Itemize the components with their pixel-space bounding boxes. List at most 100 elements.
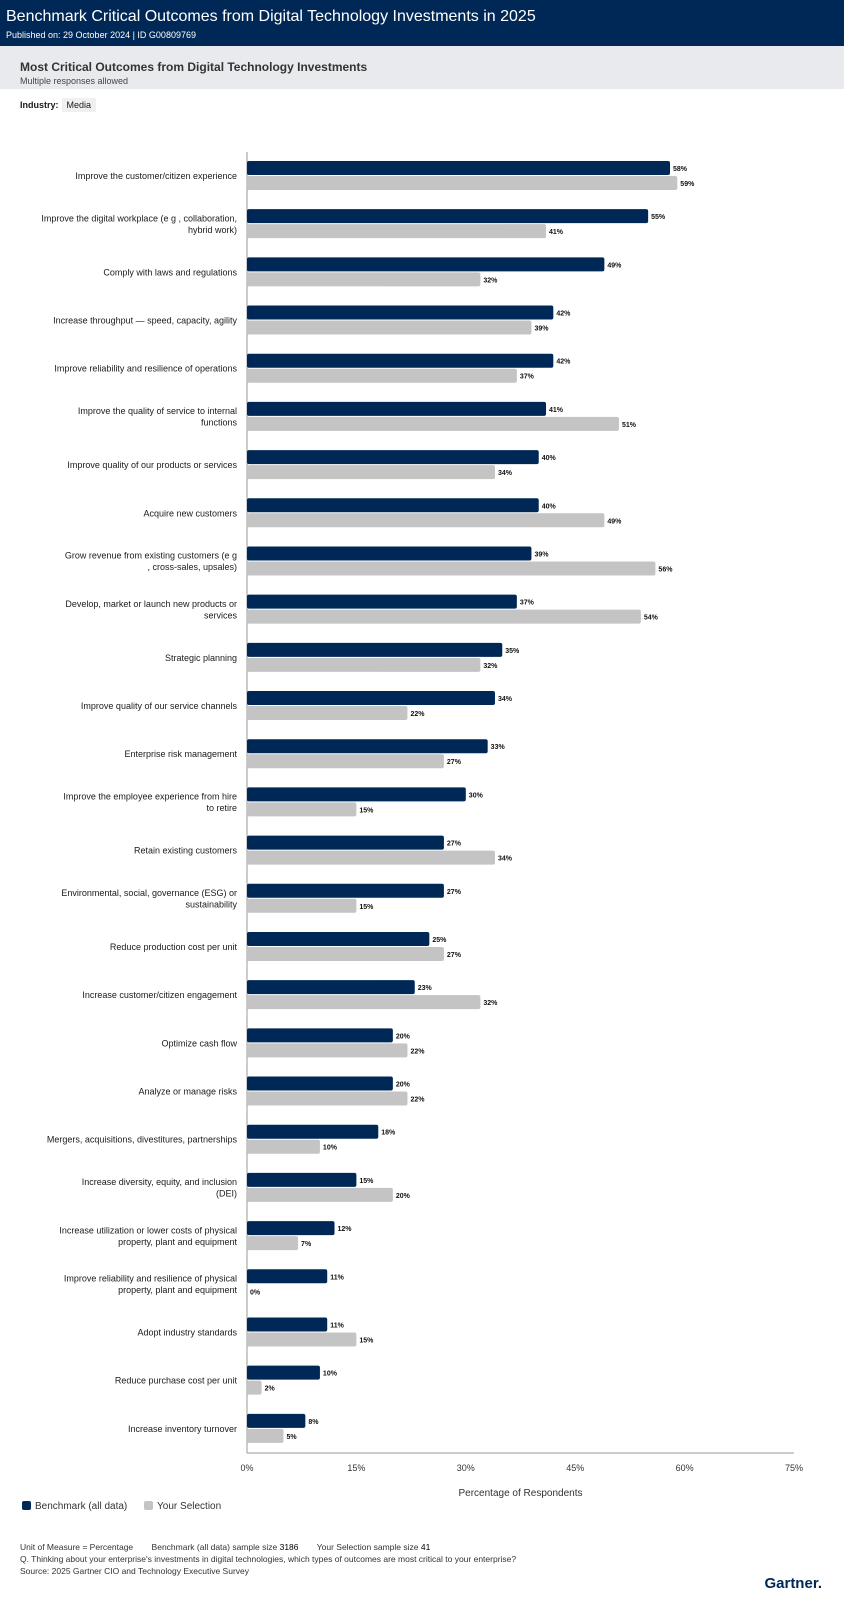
selection-value-label: 32% xyxy=(483,663,498,670)
selection-bar xyxy=(247,1139,320,1154)
benchmark-value-label: 27% xyxy=(447,841,462,848)
selection-value-label: 15% xyxy=(359,807,374,814)
benchmark-bar xyxy=(247,594,517,609)
selection-value-label: 49% xyxy=(607,518,622,525)
selection-size-label: Your Selection sample size xyxy=(316,1542,419,1552)
selection-value-label: 0% xyxy=(250,1289,261,1296)
category-label: Increase throughput — speed, capacity, a… xyxy=(53,316,237,326)
selection-bar xyxy=(247,368,517,383)
x-tick-label: 45% xyxy=(566,1463,584,1473)
category-label: Optimize cash flow xyxy=(161,1038,237,1048)
benchmark-bar xyxy=(247,1124,379,1139)
benchmark-value-label: 42% xyxy=(556,311,571,318)
benchmark-value-label: 12% xyxy=(338,1226,353,1233)
selection-value-label: 22% xyxy=(410,1048,425,1055)
selection-value-label: 34% xyxy=(498,470,513,477)
x-tick-label: 75% xyxy=(785,1463,803,1473)
benchmark-value-label: 8% xyxy=(308,1419,319,1426)
category-label: Improve the digital workplace (e g , col… xyxy=(41,213,237,235)
filter-value[interactable]: Media xyxy=(61,98,97,112)
category-label: Analyze or manage risks xyxy=(138,1087,237,1097)
sample-sizes: Unit of Measure = Percentage Benchmark (… xyxy=(20,1541,560,1553)
benchmark-value-label: 30% xyxy=(469,792,484,799)
legend-item-benchmark[interactable]: Benchmark (all data) xyxy=(22,1501,127,1512)
benchmark-bar xyxy=(247,1076,393,1091)
benchmark-bar xyxy=(247,1365,320,1380)
benchmark-bar xyxy=(247,353,554,368)
x-tick-label: 15% xyxy=(347,1463,365,1473)
x-tick-label: 30% xyxy=(457,1463,475,1473)
selection-bar xyxy=(247,1428,284,1443)
selection-bar xyxy=(247,995,481,1010)
benchmark-value-label: 34% xyxy=(498,696,513,703)
selection-value-label: 5% xyxy=(286,1434,297,1441)
benchmark-value-label: 41% xyxy=(549,407,564,414)
selection-value-label: 27% xyxy=(447,952,462,959)
benchmark-bar xyxy=(247,980,415,995)
benchmark-bar xyxy=(247,1221,335,1236)
selection-value-label: 22% xyxy=(410,711,425,718)
category-label: Acquire new customers xyxy=(143,508,237,518)
section-title: Most Critical Outcomes from Digital Tech… xyxy=(20,60,368,74)
benchmark-bar xyxy=(247,1317,328,1332)
selection-value-label: 41% xyxy=(549,229,564,236)
benchmark-value-label: 55% xyxy=(651,214,666,221)
selection-value-label: 37% xyxy=(520,374,535,381)
selection-bar xyxy=(247,561,656,576)
x-tick-label: 0% xyxy=(240,1463,253,1473)
report-header: Benchmark Critical Outcomes from Digital… xyxy=(0,0,844,46)
selection-value-label: 32% xyxy=(483,1000,498,1007)
benchmark-bar xyxy=(247,450,539,465)
benchmark-value-label: 40% xyxy=(542,455,557,462)
chart-legend: Benchmark (all data) Your Selection xyxy=(22,1501,235,1512)
category-label: Improve the quality of service to intern… xyxy=(78,406,238,428)
benchmark-value-label: 33% xyxy=(491,744,506,751)
selection-bar xyxy=(247,754,444,769)
selection-value-label: 39% xyxy=(534,326,549,333)
category-label: Strategic planning xyxy=(165,653,237,663)
legend-item-selection[interactable]: Your Selection xyxy=(144,1501,221,1512)
benchmark-bar xyxy=(247,1269,328,1284)
x-axis-title: Percentage of Respondents xyxy=(459,1488,583,1499)
benchmark-bar xyxy=(247,1413,306,1428)
benchmark-bar xyxy=(247,209,649,224)
legend-swatch-selection xyxy=(144,1501,154,1510)
selection-bar xyxy=(247,946,444,961)
category-label: Retain existing customers xyxy=(134,846,238,856)
benchmark-bar xyxy=(247,546,532,561)
benchmark-value-label: 20% xyxy=(396,1033,411,1040)
selection-bar xyxy=(247,224,547,239)
survey-question: Q. Thinking about your enterprise's inve… xyxy=(20,1554,517,1564)
benchmark-value-label: 25% xyxy=(432,937,447,944)
selection-bar xyxy=(247,176,678,190)
benchmark-bar xyxy=(247,883,444,898)
category-label: Improve reliability and resilience of ph… xyxy=(64,1274,238,1296)
benchmark-bar xyxy=(247,161,671,175)
benchmark-bar xyxy=(247,305,554,320)
benchmark-bar xyxy=(247,739,488,754)
selection-bar xyxy=(247,1380,262,1395)
benchmark-value-label: 11% xyxy=(330,1322,344,1329)
selection-value-label: 59% xyxy=(680,181,695,188)
category-label: Adopt industry standards xyxy=(137,1327,237,1337)
source-note: Source: 2025 Gartner CIO and Technology … xyxy=(20,1566,249,1576)
selection-bar xyxy=(247,1091,408,1106)
selection-bar xyxy=(247,898,357,913)
category-label: Enterprise risk management xyxy=(124,749,237,759)
selection-value-label: 34% xyxy=(498,856,513,863)
category-label: Improve quality of our products or servi… xyxy=(67,460,237,470)
benchmark-value-label: 27% xyxy=(447,889,462,896)
selection-bar xyxy=(247,272,481,287)
legend-label-selection: Your Selection xyxy=(157,1501,222,1512)
category-label: Environmental, social, governance (ESG) … xyxy=(61,888,237,910)
selection-bar xyxy=(247,1187,393,1202)
selection-value-label: 51% xyxy=(622,422,637,429)
category-label: Increase diversity, equity, and inclusio… xyxy=(82,1177,237,1199)
selection-bar xyxy=(247,1332,357,1347)
benchmark-value-label: 23% xyxy=(418,985,433,992)
benchmark-value-label: 35% xyxy=(505,648,520,655)
selection-value-label: 32% xyxy=(483,277,498,284)
x-tick-label: 60% xyxy=(676,1463,694,1473)
industry-filter[interactable]: Industry: Media xyxy=(20,98,97,112)
selection-value-label: 22% xyxy=(410,1097,425,1104)
